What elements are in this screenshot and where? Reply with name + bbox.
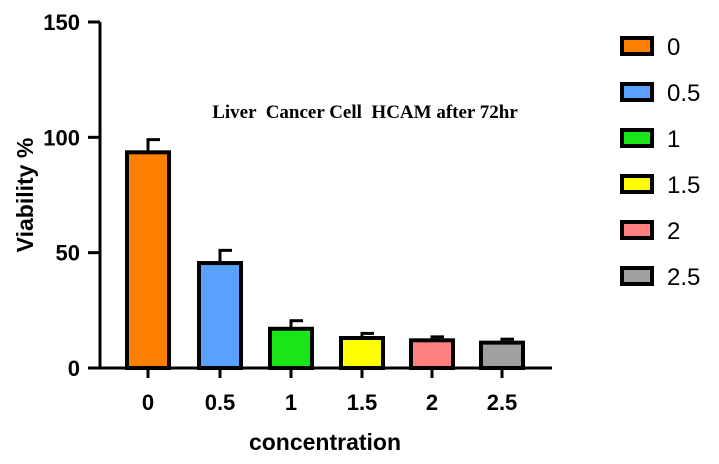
legend-label: 2 bbox=[667, 218, 680, 245]
legend-label: 1 bbox=[667, 126, 680, 153]
bar-0.5 bbox=[197, 261, 243, 370]
bar-1.5 bbox=[339, 336, 385, 371]
plot-area: 0 50 100 150 0 0.5 1 1.5 2 2.5 bbox=[43, 10, 552, 415]
legend-swatch bbox=[620, 266, 654, 286]
x-tick-label: 0.5 bbox=[205, 390, 236, 415]
legend: 0 0.5 1 1.5 2 2.5 bbox=[620, 34, 700, 291]
x-tick-label: 0 bbox=[142, 390, 154, 415]
legend-label: 0 bbox=[667, 34, 680, 61]
y-tick-label: 50 bbox=[56, 241, 80, 266]
legend-label: 0.5 bbox=[667, 80, 700, 107]
y-tick-label: 100 bbox=[43, 125, 80, 150]
legend-swatch bbox=[620, 128, 654, 148]
legend-swatch bbox=[620, 82, 654, 102]
bar-0 bbox=[125, 150, 171, 370]
x-tick-label: 1.5 bbox=[347, 390, 378, 415]
bar-2.5 bbox=[479, 340, 525, 371]
legend-swatch bbox=[620, 36, 654, 56]
y-tick-label: 0 bbox=[68, 356, 80, 381]
x-tick-label: 2.5 bbox=[487, 390, 518, 415]
bar-1 bbox=[268, 326, 314, 370]
legend-label: 2.5 bbox=[667, 264, 700, 291]
legend-swatch bbox=[620, 220, 654, 240]
legend-label: 1.5 bbox=[667, 172, 700, 199]
y-axis-label: Viability % bbox=[12, 138, 38, 253]
bar-2 bbox=[409, 338, 455, 371]
x-tick-label: 2 bbox=[426, 390, 438, 415]
x-tick-label: 1 bbox=[285, 390, 297, 415]
x-axis-label: concentration bbox=[249, 429, 401, 455]
y-tick-label: 150 bbox=[43, 10, 80, 35]
legend-swatch bbox=[620, 174, 654, 194]
chart-title: Liver Cancer Cell HCAM after 72hr bbox=[212, 102, 518, 123]
